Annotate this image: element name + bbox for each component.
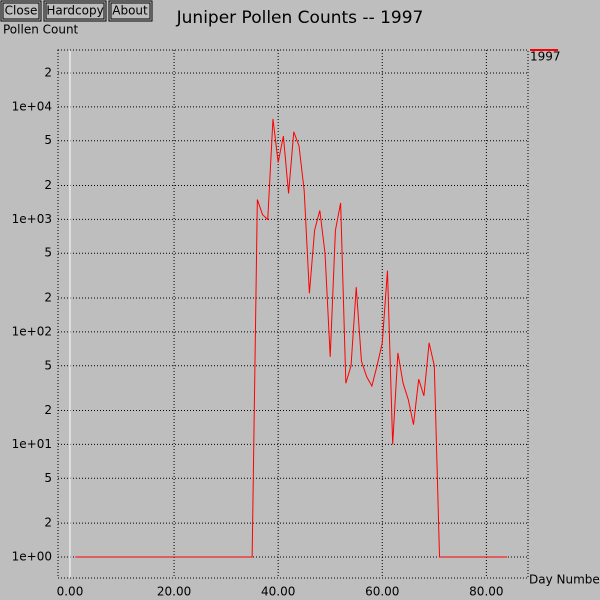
y-tick-label: 1e+04: [12, 99, 52, 113]
x-axis-label: Day Number: [529, 573, 600, 587]
x-tick-label: 0.00: [57, 585, 84, 599]
y-tick-label: 2: [44, 403, 52, 417]
close-button[interactable]: Close: [0, 0, 42, 22]
y-tick-label: 5: [44, 471, 52, 485]
y-tick-label: 5: [44, 133, 52, 147]
button-label[interactable]: About: [112, 4, 148, 18]
x-tick-label: 60.00: [365, 585, 399, 599]
hardcopy-button[interactable]: Hardcopy: [43, 0, 107, 22]
y-tick-label: 5: [44, 246, 52, 260]
y-axis-label: Pollen Count: [3, 23, 79, 37]
y-tick-label: 2: [44, 65, 52, 79]
button-label[interactable]: Hardcopy: [46, 4, 103, 18]
data-line: [75, 118, 508, 558]
button-label[interactable]: Close: [5, 4, 38, 18]
y-tick-label: 1e+02: [12, 324, 52, 338]
y-tick-label: 1e+01: [12, 437, 52, 451]
x-tick-label: 20.00: [157, 585, 191, 599]
about-button[interactable]: About: [108, 0, 153, 22]
y-tick-label: 2: [44, 178, 52, 192]
y-tick-label: 2: [44, 291, 52, 305]
legend-label: 1997: [530, 50, 561, 64]
y-tick-label: 1e+03: [12, 212, 52, 226]
x-tick-label: 40.00: [261, 585, 295, 599]
chart-title: Juniper Pollen Counts -- 1997: [176, 8, 424, 28]
y-tick-label: 5: [44, 358, 52, 372]
y-tick-label: 2: [44, 516, 52, 530]
x-tick-label: 80.00: [469, 585, 503, 599]
y-tick-label: 1e+00: [12, 549, 52, 563]
plot-frame: [57, 49, 529, 579]
